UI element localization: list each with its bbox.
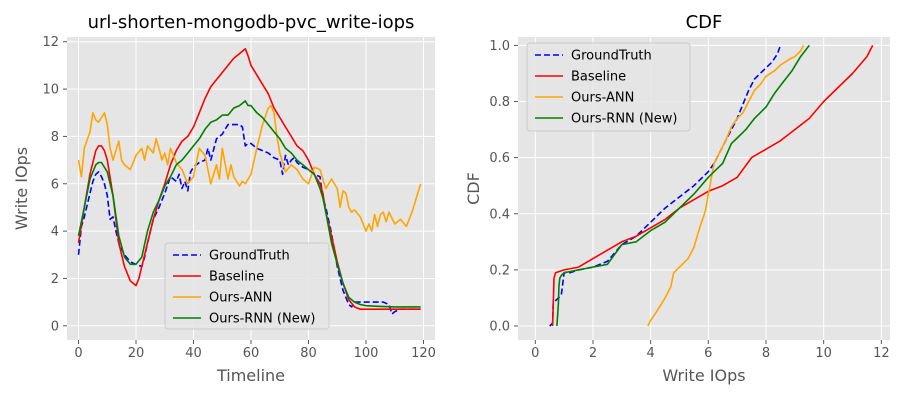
- chart-1-x-tick-label: 120: [411, 346, 436, 361]
- chart-1-x-tick-label: 0: [74, 346, 82, 361]
- chart-1-x-tick-label: 40: [185, 346, 202, 361]
- chart-1-title: url-shorten-mongodb-pvc_write-iops: [88, 12, 415, 33]
- chart-1-y-tick-label: 10: [42, 83, 59, 98]
- chart-1-y-axis-label: Write IOps: [12, 147, 31, 230]
- chart-1-legend-label: Baseline: [209, 270, 264, 285]
- chart-1-legend-label: Ours-ANN: [209, 291, 272, 306]
- chart-2-y-axis-label: CDF: [464, 172, 483, 205]
- chart-1-series-group: [77, 47, 422, 315]
- chart-2-legend-label: Ours-RNN (New): [571, 112, 677, 127]
- chart-1-legend: GroundTruth Baseline Ours-ANN Ours-RNN (New…: [164, 242, 330, 330]
- chart-2-x-tick-label: 10: [815, 346, 832, 361]
- chart-2-y-tick-label: 0.4: [489, 207, 510, 222]
- chart-2-series-ours-rnn-new-line: [556, 44, 810, 327]
- chart-2-x-tick-label: 6: [704, 346, 712, 361]
- chart-1-legend-box: [164, 242, 330, 330]
- chart-1-x-tick-label: 80: [300, 346, 317, 361]
- chart-2-series-baseline-line: [551, 45, 874, 327]
- chart-2-y-tick-label: 1.0: [489, 39, 510, 54]
- chart-1-y-tick-label: 0: [51, 319, 59, 334]
- chart-1-grid: [67, 37, 435, 340]
- chart-2-series-group: [549, 44, 874, 327]
- chart-1-series-baseline-line: [77, 47, 421, 311]
- chart-1-y-tick-label: 2: [51, 272, 59, 287]
- chart-2-legend: GroundTruth Baseline Ours-ANN Ours-RNN (New…: [526, 42, 691, 132]
- chart-1-x-tick-label: 20: [128, 346, 145, 361]
- chart-1-x-tick-label: 100: [354, 346, 379, 361]
- chart-2-legend-box: [526, 42, 691, 132]
- chart-2-x-tick-label: 0: [531, 346, 539, 361]
- chart-1-legend-label: GroundTruth: [209, 249, 290, 264]
- chart-2-title: CDF: [686, 12, 723, 33]
- chart-1-series-ours-rnn-new-line: [77, 100, 421, 308]
- chart-2-x-tick-label: 4: [647, 346, 655, 361]
- chart-2-legend-label: GroundTruth: [571, 49, 652, 64]
- chart-2-x-tick-label: 8: [762, 346, 770, 361]
- chart-2-y-tick-label: 0.2: [489, 263, 510, 278]
- chart-2-x-tick-label: 2: [589, 346, 597, 361]
- chart-2-series-ours-ann-line: [647, 45, 805, 327]
- chart-1-x-tick-label: 60: [243, 346, 260, 361]
- chart-1-y-tick-label: 12: [42, 35, 59, 50]
- chart-2-legend-label: Baseline: [571, 70, 626, 85]
- chart-2-x-tick-label: 12: [873, 346, 890, 361]
- chart-2-x-axis-label: Write IOps: [662, 366, 745, 385]
- chart-1-y-tick-label: 4: [51, 225, 59, 240]
- chart-1-x-axis-label: Timeline: [216, 366, 285, 385]
- chart-2-y-tick-label: 0.6: [489, 151, 510, 166]
- chart-2: 0 2 4 6 8 10 12 0.0 0.2 0.4 0.6 0.8 1.0 CDF Write IOps…: [464, 12, 890, 385]
- chart-1-y-tick-label: 8: [51, 130, 59, 145]
- chart-1-legend-label: Ours-RNN (New): [209, 312, 315, 327]
- chart-1-series-ours-ann-line: [77, 104, 422, 232]
- chart-2-legend-label: Ours-ANN: [571, 91, 634, 106]
- chart-1-y-tick-label: 6: [51, 177, 59, 192]
- chart-1-series-groundtruth-line: [77, 123, 421, 315]
- chart-1: 0 20 40 60 80 100 120 0 2 4 6 8 10 12 url-shorten-mong…: [12, 12, 436, 385]
- chart-2-series-groundtruth-line: [549, 45, 782, 327]
- chart-2-y-tick-label: 0.8: [489, 95, 510, 110]
- chart-2-y-tick-label: 0.0: [489, 319, 510, 334]
